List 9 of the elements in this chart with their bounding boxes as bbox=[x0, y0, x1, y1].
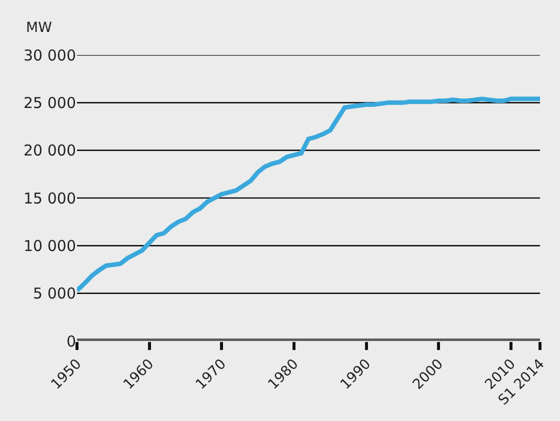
y-tick-label: 30 000 bbox=[24, 46, 76, 64]
y-tick-label: 5 000 bbox=[33, 284, 76, 303]
line-series bbox=[77, 96, 540, 293]
y-tick-label: 15 000 bbox=[24, 189, 76, 208]
y-axis-title: MW bbox=[26, 20, 52, 36]
y-tick-label: 10 000 bbox=[24, 236, 76, 255]
y-tick-label: 0 bbox=[66, 332, 76, 350]
y-tick-label: 20 000 bbox=[24, 142, 76, 160]
y-tick-label: 25 000 bbox=[24, 94, 76, 112]
